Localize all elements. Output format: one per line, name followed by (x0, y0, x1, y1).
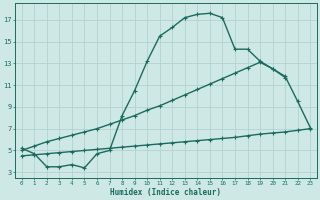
X-axis label: Humidex (Indice chaleur): Humidex (Indice chaleur) (110, 188, 221, 197)
